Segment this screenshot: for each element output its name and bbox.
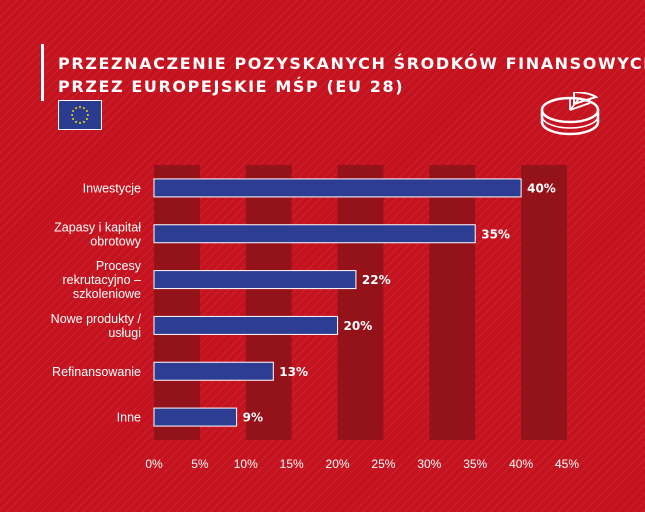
bar-value-label: 35% <box>481 227 510 241</box>
x-tick-label: 0% <box>145 457 163 471</box>
bar <box>153 315 339 335</box>
eu-flag-star <box>78 121 82 124</box>
chart-band <box>245 165 292 440</box>
eu-flag-star <box>78 106 82 109</box>
eu-flag-star <box>85 110 88 113</box>
eu-flag-stars <box>71 106 89 124</box>
bar-value-label: 22% <box>362 273 391 287</box>
eu-flag-star <box>75 107 78 110</box>
category-label: Procesy <box>96 259 142 273</box>
x-tick-label: 35% <box>463 457 487 471</box>
bar-value-label: 13% <box>279 365 308 379</box>
category-label: Refinansowanie <box>52 365 141 379</box>
pie-chart-icon <box>540 92 600 136</box>
bar <box>153 178 522 198</box>
category-label: obrotowy <box>90 234 141 248</box>
x-tick-label: 15% <box>280 457 304 471</box>
bar-value-label: 40% <box>527 181 556 195</box>
category-label: rekrutacyjno – <box>62 273 141 287</box>
bar-value-label: 9% <box>243 411 263 425</box>
bar-value-label: 20% <box>344 319 373 333</box>
x-tick-label: 40% <box>509 457 533 471</box>
eu-flag-star <box>85 117 88 120</box>
x-tick-label: 25% <box>371 457 395 471</box>
eu-flag-star <box>75 120 78 123</box>
eu-flag-field <box>59 101 101 129</box>
bar <box>153 224 476 244</box>
category-label: Zapasy i kapitał <box>54 220 141 234</box>
chart-band <box>429 165 476 440</box>
category-label: Inne <box>117 411 141 425</box>
category-label: usługi <box>108 326 141 340</box>
chart-band <box>154 165 200 440</box>
category-label: szkoleniowe <box>73 287 141 301</box>
category-label: Nowe produkty / <box>51 312 142 326</box>
eu-flag-star <box>72 117 75 120</box>
title-accent-bar <box>41 44 44 101</box>
bar <box>153 270 357 290</box>
eu-flag-icon <box>58 100 102 130</box>
category-label: Inwestycje <box>83 181 141 195</box>
x-tick-label: 5% <box>191 457 209 471</box>
eu-flag-star <box>71 113 74 117</box>
eu-flag-star <box>82 120 85 123</box>
bar <box>153 361 274 381</box>
bar <box>153 407 238 427</box>
chart-title-line-2: PRZEZ EUROPEJSKIE MŚP (EU 28) <box>58 77 405 96</box>
x-tick-label: 10% <box>234 457 258 471</box>
eu-flag-star <box>72 110 75 113</box>
chart-title-line-1: PRZEZNACZENIE POZYSKANYCH ŚRODKÓW FINANS… <box>58 54 645 73</box>
eu-flag-star <box>86 113 89 117</box>
chart-band <box>337 165 384 440</box>
chart-title: PRZEZNACZENIE POZYSKANYCH ŚRODKÓW FINANS… <box>58 52 645 98</box>
x-tick-label: 20% <box>326 457 350 471</box>
chart-band <box>521 165 567 440</box>
eu-flag-star <box>82 107 85 110</box>
x-tick-label: 30% <box>417 457 441 471</box>
x-tick-label: 45% <box>555 457 579 471</box>
